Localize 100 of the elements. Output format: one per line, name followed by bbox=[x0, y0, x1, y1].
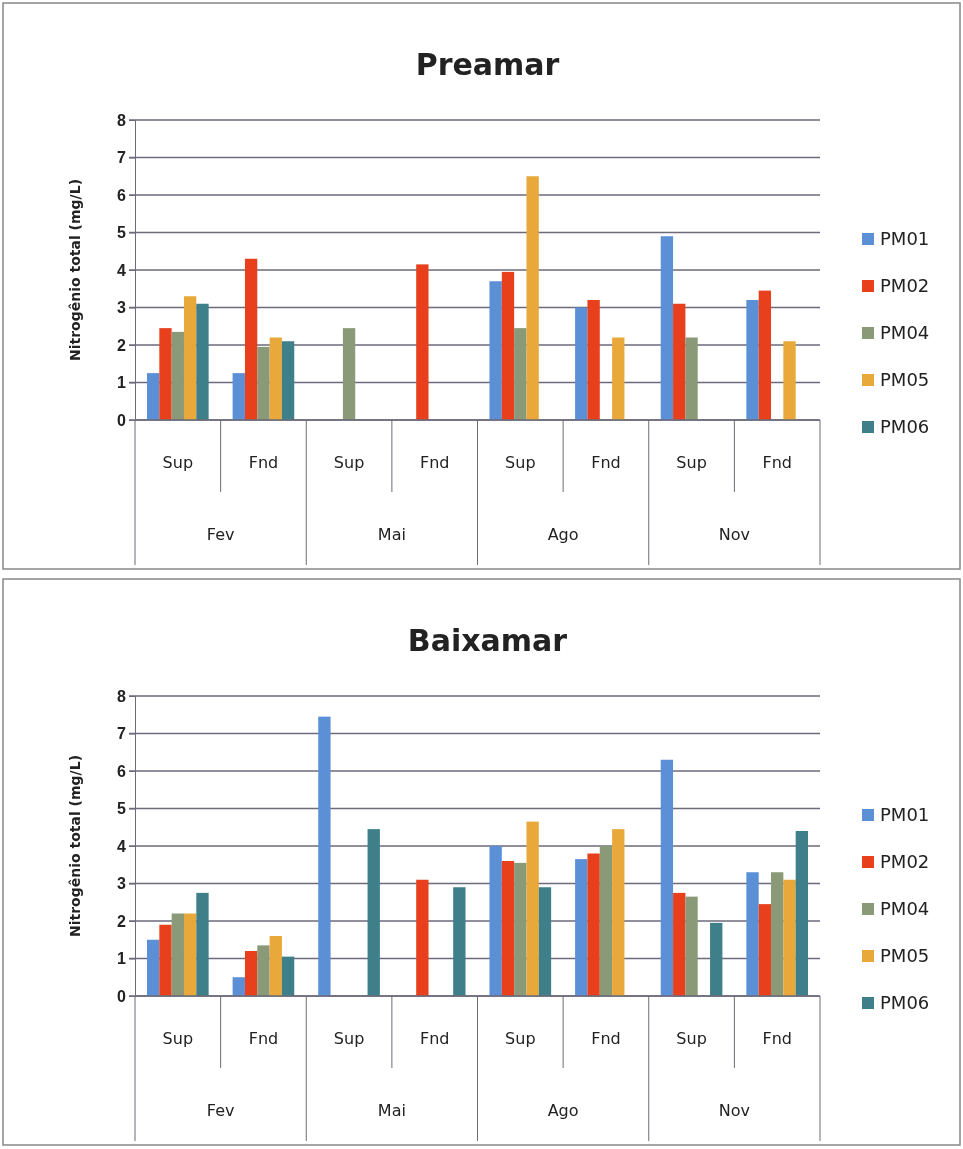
bar bbox=[281, 341, 295, 420]
legend-label: PM02 bbox=[880, 851, 930, 872]
y-tick-label: 7 bbox=[117, 725, 127, 743]
bar bbox=[146, 373, 160, 420]
bar bbox=[501, 861, 515, 996]
y-tick-label: 4 bbox=[117, 261, 127, 279]
y-tick-label: 7 bbox=[117, 149, 127, 167]
legend-label: PM06 bbox=[880, 992, 930, 1013]
bar bbox=[746, 300, 759, 420]
bar bbox=[783, 341, 796, 420]
y-tick-label: 0 bbox=[117, 987, 127, 1005]
bar bbox=[196, 303, 209, 420]
x-tick-label: Sup bbox=[333, 453, 365, 472]
legend-label: PM04 bbox=[880, 322, 930, 343]
x-tick-label: Fnd bbox=[591, 453, 621, 472]
bar bbox=[660, 759, 674, 996]
bar bbox=[196, 892, 209, 996]
bar bbox=[660, 236, 674, 420]
legend-label: PM01 bbox=[880, 228, 930, 249]
bar bbox=[514, 862, 527, 996]
bar bbox=[526, 821, 539, 996]
bar bbox=[526, 176, 539, 420]
bar bbox=[171, 913, 184, 996]
x-tick-label: Fnd bbox=[248, 453, 279, 472]
x-tick-label: Sup bbox=[676, 453, 707, 472]
text: Mai bbox=[377, 525, 406, 544]
bar bbox=[257, 346, 270, 420]
x-tick-label: Fnd bbox=[419, 453, 450, 472]
y-tick-label: 8 bbox=[117, 111, 127, 129]
bar bbox=[575, 307, 588, 420]
y-tick-label: 1 bbox=[117, 374, 127, 392]
legend-label: PM06 bbox=[880, 416, 930, 437]
bar bbox=[281, 956, 295, 996]
x-tick-label: Fnd bbox=[762, 1029, 792, 1048]
bar bbox=[146, 939, 160, 996]
bar bbox=[489, 846, 502, 996]
bar bbox=[269, 936, 282, 996]
chart-title: Preamar bbox=[415, 47, 560, 82]
bar bbox=[758, 290, 772, 420]
bar bbox=[416, 264, 429, 420]
y-tick-label: 1 bbox=[117, 950, 127, 968]
y-tick-label: 4 bbox=[117, 837, 127, 855]
y-tick-label: 2 bbox=[117, 912, 127, 930]
bar bbox=[710, 922, 723, 996]
y-tick-label: 8 bbox=[117, 687, 127, 705]
y-tick-label: 3 bbox=[117, 875, 127, 893]
bar bbox=[244, 951, 258, 996]
bar bbox=[587, 853, 600, 996]
bar bbox=[416, 879, 429, 996]
text: Mai bbox=[377, 1101, 406, 1120]
y-tick-label: 5 bbox=[117, 800, 127, 818]
x-tick-label: Sup bbox=[162, 453, 194, 472]
bar bbox=[501, 271, 515, 420]
bar bbox=[612, 337, 625, 420]
x-tick-label: Sup bbox=[333, 1029, 365, 1048]
y-tick-label: 5 bbox=[117, 224, 127, 242]
bar bbox=[318, 716, 331, 996]
bar bbox=[171, 331, 184, 420]
bar bbox=[244, 258, 258, 420]
text: Fev bbox=[206, 525, 235, 544]
bar bbox=[599, 846, 613, 996]
bar bbox=[367, 829, 380, 996]
y-tick-label: 2 bbox=[117, 336, 127, 354]
y-tick-label: 0 bbox=[117, 411, 127, 429]
bar bbox=[783, 879, 796, 996]
bar bbox=[342, 328, 356, 420]
legend-label: PM05 bbox=[880, 369, 930, 390]
legend-label: PM04 bbox=[880, 898, 930, 919]
bar bbox=[685, 896, 698, 996]
text: Ago bbox=[547, 1101, 579, 1120]
x-tick-label: Fnd bbox=[419, 1029, 450, 1048]
text: Ago bbox=[547, 525, 579, 544]
bar bbox=[159, 924, 172, 996]
legend-label: PM02 bbox=[880, 275, 930, 296]
legend-label: PM01 bbox=[880, 804, 930, 825]
y-tick-label: 6 bbox=[117, 762, 127, 780]
y-axis-title: Nitrogênio total (mg/L) bbox=[67, 754, 83, 938]
bar bbox=[575, 859, 588, 996]
bar bbox=[232, 977, 245, 996]
text: Nov bbox=[718, 525, 750, 544]
x-tick-label: Fnd bbox=[762, 453, 792, 472]
bar bbox=[514, 328, 527, 420]
bar bbox=[587, 300, 600, 420]
chart-title: Baixamar bbox=[407, 623, 568, 658]
bar bbox=[159, 328, 172, 420]
text: Fev bbox=[206, 1101, 235, 1120]
legend-label: PM05 bbox=[880, 945, 930, 966]
bar bbox=[673, 892, 686, 996]
bar bbox=[685, 337, 698, 420]
bar bbox=[232, 373, 245, 420]
bar bbox=[795, 831, 809, 996]
x-tick-label: Fnd bbox=[248, 1029, 279, 1048]
bar bbox=[183, 913, 197, 996]
bar bbox=[257, 945, 270, 996]
bar bbox=[183, 296, 197, 420]
bar bbox=[269, 337, 282, 420]
x-tick-label: Sup bbox=[162, 1029, 194, 1048]
bar bbox=[746, 872, 759, 996]
bar bbox=[538, 887, 552, 996]
y-tick-label: 6 bbox=[117, 186, 127, 204]
